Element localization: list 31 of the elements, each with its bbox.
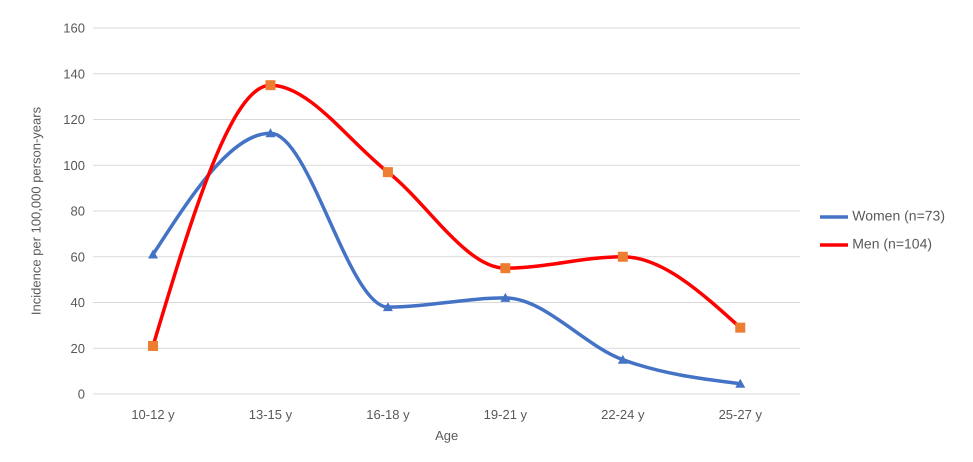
point [382,167,393,178]
point [500,263,510,274]
x-tick-label: 22-24 y [601,407,645,422]
point [148,249,158,258]
point [265,128,276,138]
x-tick-label: 10-12 y [131,407,176,422]
y-tick-label: 100 [63,158,85,173]
y-tick-label: 40 [70,295,85,310]
x-axis-title: Age [435,428,458,443]
point [382,302,393,312]
point [618,354,628,364]
y-tick-label: 120 [63,112,85,128]
x-tick-label: 19-21 y [484,407,528,422]
y-tick-label: 60 [70,249,85,264]
x-tick-label: 13-15 y [248,407,293,422]
point [148,340,158,351]
y-tick-label: 160 [63,20,85,36]
y-tick-label: 0 [78,386,85,402]
point [735,378,746,388]
x-tick-label: 25-27 y [718,407,762,422]
point [618,252,628,262]
point [265,80,276,90]
legend-label: Women (n=73) [852,208,945,224]
point [735,322,746,333]
x-tick-label: 16-18 y [366,407,410,422]
legend-label: Men (n=104) [852,236,932,252]
y-axis-title: Incidence per 100,000 person-years [28,106,44,316]
y-tick-label: 80 [70,204,85,219]
y-tick-label: 140 [63,66,85,82]
point [500,292,510,302]
y-tick-label: 20 [70,340,85,356]
